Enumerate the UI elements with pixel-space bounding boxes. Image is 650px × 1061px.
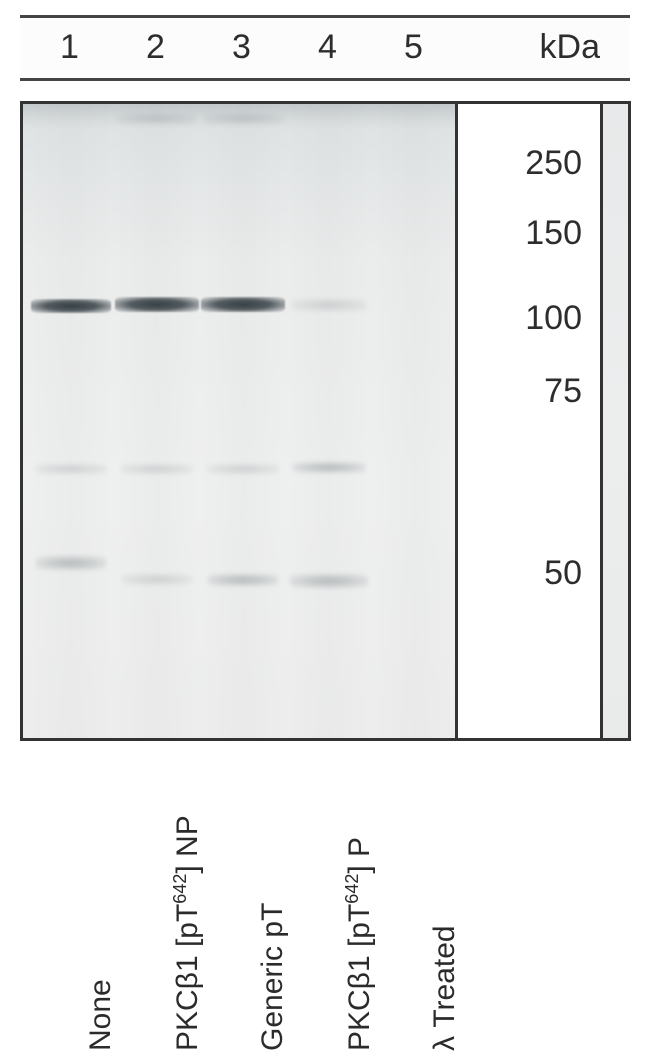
lane-label: λ Treated (428, 925, 462, 1051)
band (207, 464, 279, 474)
blot-wrap: 250 150 100 75 50 (20, 101, 630, 741)
unit-label: kDa (540, 28, 600, 67)
lane-number: 1 (60, 28, 79, 67)
figure-container: kDa 1 2 3 4 5 250 150 100 75 50 None PKCβ1 [pT642… (20, 15, 630, 1061)
band (115, 297, 199, 312)
lane-number: 5 (404, 28, 423, 67)
band (208, 574, 278, 586)
lane-shade (28, 104, 114, 738)
lane-number: 2 (146, 28, 165, 67)
band (291, 299, 367, 311)
band (290, 574, 368, 588)
mw-marker-label: 250 (525, 144, 582, 183)
band (203, 114, 283, 124)
lane-number: 3 (232, 28, 251, 67)
mw-marker-label: 50 (544, 554, 582, 593)
mw-marker-label: 100 (525, 299, 582, 338)
lane-number: 4 (318, 28, 337, 67)
lane-shade (372, 104, 458, 738)
blot-membrane (20, 101, 458, 741)
mw-marker-column: 250 150 100 75 50 (458, 101, 603, 741)
band (36, 556, 106, 570)
band (121, 464, 193, 474)
lane-shade (200, 104, 286, 738)
band (31, 299, 111, 313)
band (293, 462, 365, 473)
lane-label: None (84, 979, 118, 1051)
band (122, 574, 192, 585)
lane-label: Generic pT (256, 903, 290, 1051)
band (117, 114, 197, 124)
mw-marker-label: 150 (525, 214, 582, 253)
lane-label: PKCβ1 [pT642] P (342, 837, 377, 1051)
lane-header-row: kDa 1 2 3 4 5 (20, 15, 630, 81)
lane-shade (114, 104, 200, 738)
lane-label: PKCβ1 [pT642] NP (170, 815, 205, 1051)
band (201, 297, 285, 312)
mw-marker-label: 75 (544, 372, 582, 411)
lane-label-row: None PKCβ1 [pT642] NP Generic pT PKCβ1 [pT6… (20, 761, 630, 1061)
lane-shade (286, 104, 372, 738)
band (35, 464, 107, 474)
right-edge-strip (603, 101, 631, 741)
